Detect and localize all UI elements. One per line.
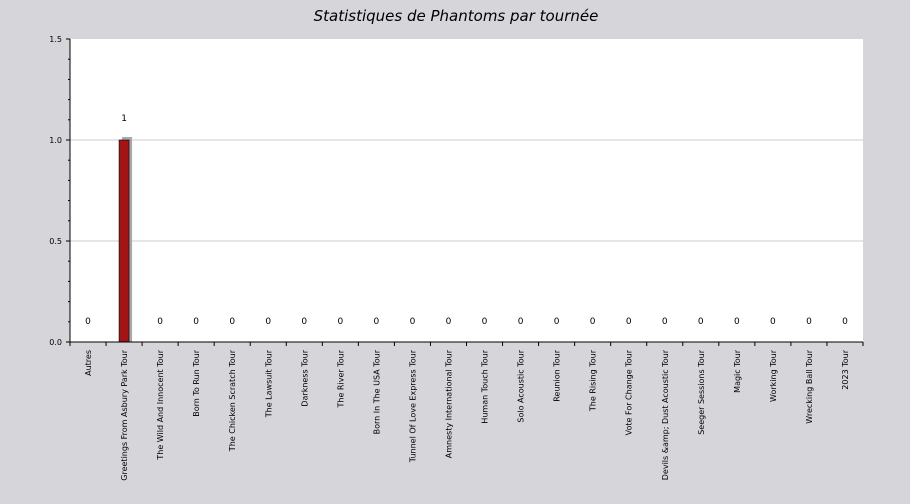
- x-tick-label: Human Touch Tour: [481, 349, 490, 423]
- x-tick-label: Amnesty International Tour: [444, 349, 453, 458]
- data-label: 0: [374, 317, 380, 327]
- x-tick-labels: Autres Greetings From Asbury Park Tour The…: [84, 349, 850, 480]
- data-label: 0: [590, 317, 596, 327]
- x-tick-label: Seeger Sessions Tour: [697, 349, 706, 434]
- data-label: 0: [554, 317, 560, 327]
- plot-area: [70, 39, 863, 342]
- chart-title: Statistiques de Phantoms par tournée: [314, 7, 599, 25]
- x-tick-label: Reunion Tour: [553, 349, 562, 401]
- data-label: 0: [734, 317, 740, 327]
- data-label: 0: [193, 317, 199, 327]
- x-tick-label: Greetings From Asbury Park Tour: [120, 349, 129, 480]
- data-label: 0: [410, 317, 416, 327]
- x-tick-label: 2023 Tour: [841, 349, 850, 389]
- x-tick-label: Autres: [84, 350, 93, 376]
- data-label: 0: [85, 317, 91, 327]
- grid-lines: [70, 139, 863, 242]
- x-tick-label: The Wild And Innocent Tour: [156, 349, 165, 460]
- bars: [118, 139, 130, 343]
- bar: [118, 139, 130, 343]
- data-label: 0: [842, 317, 848, 327]
- x-tick-label: Wrecking Ball Tour: [805, 349, 814, 423]
- x-tick-label: Magic Tour: [733, 349, 742, 393]
- y-tick-labels: 0.0 0.5 1.0 1.5: [49, 35, 62, 347]
- data-label: 0: [301, 317, 307, 327]
- x-tick-label: The Rising Tour: [589, 349, 598, 412]
- data-label: 1: [121, 114, 127, 124]
- data-label: 0: [265, 317, 271, 327]
- x-tick-label: Devils &amp; Dust Acoustic Tour: [661, 349, 670, 480]
- data-label: 0: [518, 317, 524, 327]
- data-label: 0: [229, 317, 235, 327]
- x-tick-label: The Lawsuit Tour: [264, 349, 273, 418]
- data-label: 0: [806, 317, 812, 327]
- data-label: 0: [446, 317, 452, 327]
- y-tick-label: 1.0: [49, 136, 62, 145]
- x-tick-label: Darkness Tour: [300, 349, 309, 406]
- x-tick-label: Working Tour: [769, 349, 778, 402]
- data-label: 0: [698, 317, 704, 327]
- data-label: 0: [626, 317, 632, 327]
- axes: [66, 38, 864, 346]
- data-label: 0: [662, 317, 668, 327]
- x-tick-label: Vote For Change Tour: [625, 349, 634, 435]
- x-tick-label: Born In The USA Tour: [372, 349, 381, 434]
- data-label: 0: [482, 317, 488, 327]
- y-tick-label: 1.5: [49, 35, 62, 44]
- data-label: 0: [337, 317, 343, 327]
- x-tick-label: The Chicken Scratch Tour: [228, 349, 237, 452]
- data-label: 0: [770, 317, 776, 327]
- x-tick-label: Solo Acoustic Tour: [517, 349, 526, 422]
- y-tick-label: 0.0: [49, 338, 62, 347]
- data-labels: 0 1 0 0 0 0 0 0 0 0 0 0 0 0 0 0 0 0 0 0 0 0: [85, 114, 848, 327]
- x-tick-label: The River Tour: [336, 349, 345, 408]
- x-tick-label: Tunnel Of Love Express Tour: [408, 349, 417, 463]
- x-tick-label: Born To Run Tour: [192, 349, 201, 416]
- data-label: 0: [157, 317, 163, 327]
- y-tick-label: 0.5: [49, 237, 62, 246]
